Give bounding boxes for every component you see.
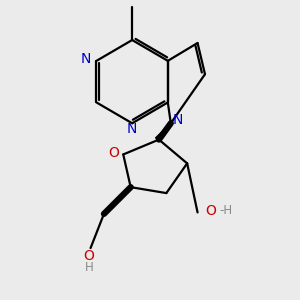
Text: N: N	[81, 52, 91, 66]
Text: H: H	[85, 261, 93, 274]
Text: O: O	[206, 204, 216, 218]
Text: O: O	[108, 146, 119, 160]
Text: N: N	[173, 113, 183, 127]
Text: O: O	[84, 248, 94, 262]
Polygon shape	[155, 123, 171, 138]
Text: -H: -H	[219, 204, 232, 218]
Text: N: N	[127, 122, 137, 136]
